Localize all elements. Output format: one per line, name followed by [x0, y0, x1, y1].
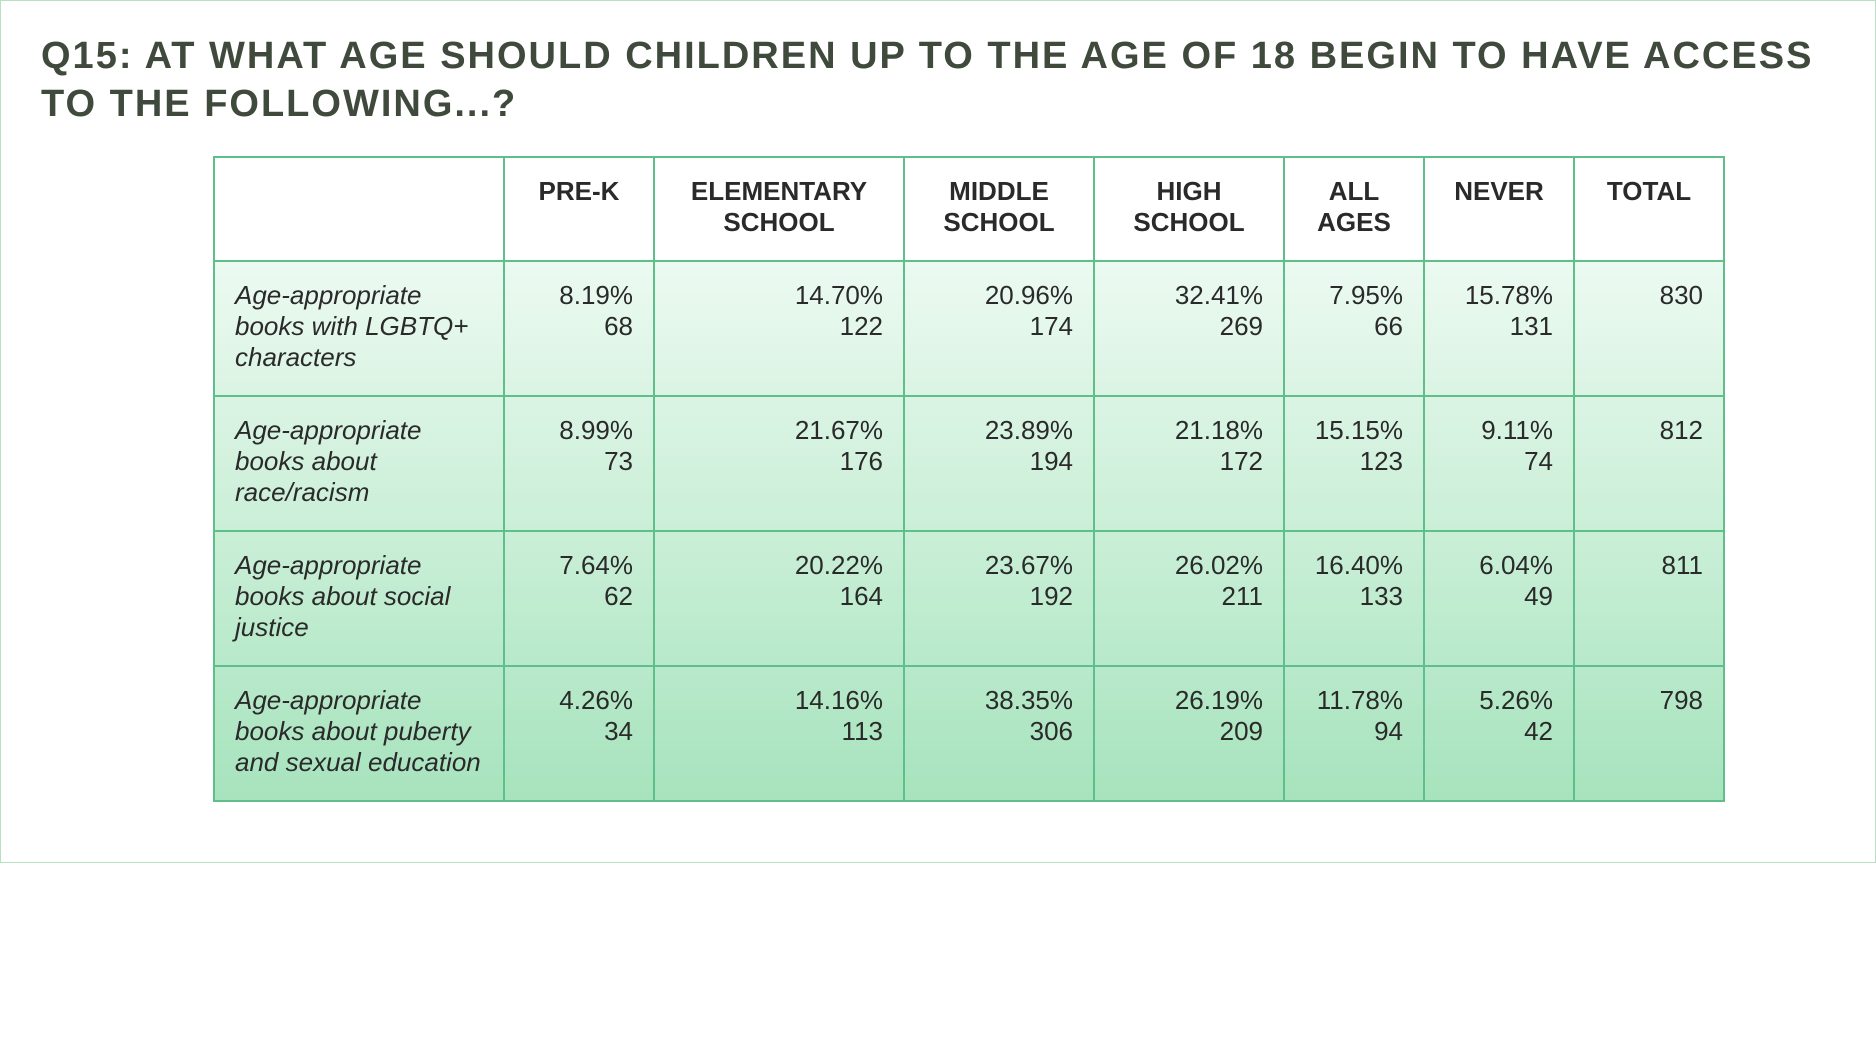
cell-percent: 14.16%: [675, 685, 883, 716]
row-label: Age-appropriate books about social justi…: [214, 531, 504, 666]
data-cell: 7.95%66: [1284, 261, 1424, 396]
cell-percent: 38.35%: [925, 685, 1073, 716]
data-cell: 7.64%62: [504, 531, 654, 666]
cell-count: 164: [675, 581, 883, 612]
table-row: Age-appropriate books about social justi…: [214, 531, 1724, 666]
cell-percent: 7.64%: [525, 550, 633, 581]
data-cell: 32.41%269: [1094, 261, 1284, 396]
question-title: Q15: AT WHAT AGE SHOULD CHILDREN UP TO T…: [41, 33, 1835, 128]
cell-percent: 6.04%: [1445, 550, 1553, 581]
table-row: Age-appropriate books about race/racism8…: [214, 396, 1724, 531]
cell-count: 42: [1445, 716, 1553, 747]
cell-percent: 4.26%: [525, 685, 633, 716]
row-total: 812: [1574, 396, 1724, 531]
table-row: Age-appropriate books about puberty and …: [214, 666, 1724, 801]
cell-percent: 15.15%: [1305, 415, 1403, 446]
data-cell: 20.96%174: [904, 261, 1094, 396]
data-cell: 16.40%133: [1284, 531, 1424, 666]
cell-count: 209: [1115, 716, 1263, 747]
cell-percent: 7.95%: [1305, 280, 1403, 311]
data-cell: 4.26%34: [504, 666, 654, 801]
page: Q15: AT WHAT AGE SHOULD CHILDREN UP TO T…: [0, 0, 1876, 863]
data-cell: 21.67%176: [654, 396, 904, 531]
cell-count: 211: [1115, 581, 1263, 612]
cell-count: 74: [1445, 446, 1553, 477]
data-cell: 8.19%68: [504, 261, 654, 396]
cell-count: 133: [1305, 581, 1403, 612]
row-label: Age-appropriate books about race/racism: [214, 396, 504, 531]
cell-count: 122: [675, 311, 883, 342]
data-cell: 26.19%209: [1094, 666, 1284, 801]
data-cell: 21.18%172: [1094, 396, 1284, 531]
column-header: ALL AGES: [1284, 157, 1424, 261]
cell-count: 73: [525, 446, 633, 477]
row-total: 798: [1574, 666, 1724, 801]
cell-count: 192: [925, 581, 1073, 612]
data-cell: 14.16%113: [654, 666, 904, 801]
cell-count: 176: [675, 446, 883, 477]
table-head: PRE-KELEMENTARY SCHOOLMIDDLE SCHOOLHIGH …: [214, 157, 1724, 261]
cell-count: 174: [925, 311, 1073, 342]
cell-count: 113: [675, 716, 883, 747]
cell-count: 194: [925, 446, 1073, 477]
table-body: Age-appropriate books with LGBTQ+ charac…: [214, 261, 1724, 801]
crosstab-table: PRE-KELEMENTARY SCHOOLMIDDLE SCHOOLHIGH …: [213, 156, 1725, 802]
cell-percent: 21.67%: [675, 415, 883, 446]
cell-percent: 11.78%: [1305, 685, 1403, 716]
column-header: NEVER: [1424, 157, 1574, 261]
data-cell: 15.15%123: [1284, 396, 1424, 531]
cell-percent: 5.26%: [1445, 685, 1553, 716]
data-cell: 20.22%164: [654, 531, 904, 666]
data-cell: 23.67%192: [904, 531, 1094, 666]
column-header: MIDDLE SCHOOL: [904, 157, 1094, 261]
cell-count: 123: [1305, 446, 1403, 477]
cell-count: 34: [525, 716, 633, 747]
cell-percent: 20.96%: [925, 280, 1073, 311]
row-total: 830: [1574, 261, 1724, 396]
cell-percent: 23.89%: [925, 415, 1073, 446]
cell-percent: 15.78%: [1445, 280, 1553, 311]
cell-percent: 8.19%: [525, 280, 633, 311]
cell-count: 306: [925, 716, 1073, 747]
cell-percent: 21.18%: [1115, 415, 1263, 446]
table-row: Age-appropriate books with LGBTQ+ charac…: [214, 261, 1724, 396]
cell-percent: 32.41%: [1115, 280, 1263, 311]
row-label: Age-appropriate books about puberty and …: [214, 666, 504, 801]
cell-percent: 26.02%: [1115, 550, 1263, 581]
cell-count: 66: [1305, 311, 1403, 342]
cell-percent: 14.70%: [675, 280, 883, 311]
cell-count: 62: [525, 581, 633, 612]
cell-percent: 26.19%: [1115, 685, 1263, 716]
cell-count: 131: [1445, 311, 1553, 342]
data-cell: 14.70%122: [654, 261, 904, 396]
cell-percent: 9.11%: [1445, 415, 1553, 446]
cell-percent: 20.22%: [675, 550, 883, 581]
data-cell: 8.99%73: [504, 396, 654, 531]
data-cell: 38.35%306: [904, 666, 1094, 801]
cell-count: 94: [1305, 716, 1403, 747]
cell-count: 68: [525, 311, 633, 342]
data-cell: 5.26%42: [1424, 666, 1574, 801]
column-header: PRE-K: [504, 157, 654, 261]
row-label: Age-appropriate books with LGBTQ+ charac…: [214, 261, 504, 396]
header-row: PRE-KELEMENTARY SCHOOLMIDDLE SCHOOLHIGH …: [214, 157, 1724, 261]
cell-percent: 23.67%: [925, 550, 1073, 581]
data-cell: 11.78%94: [1284, 666, 1424, 801]
data-cell: 9.11%74: [1424, 396, 1574, 531]
cell-percent: 16.40%: [1305, 550, 1403, 581]
row-total: 811: [1574, 531, 1724, 666]
data-cell: 26.02%211: [1094, 531, 1284, 666]
table-wrapper: PRE-KELEMENTARY SCHOOLMIDDLE SCHOOLHIGH …: [213, 156, 1663, 802]
cell-percent: 8.99%: [525, 415, 633, 446]
data-cell: 6.04%49: [1424, 531, 1574, 666]
cell-count: 172: [1115, 446, 1263, 477]
header-blank: [214, 157, 504, 261]
cell-count: 269: [1115, 311, 1263, 342]
data-cell: 15.78%131: [1424, 261, 1574, 396]
column-header: ELEMENTARY SCHOOL: [654, 157, 904, 261]
column-header: TOTAL: [1574, 157, 1724, 261]
data-cell: 23.89%194: [904, 396, 1094, 531]
cell-count: 49: [1445, 581, 1553, 612]
column-header: HIGH SCHOOL: [1094, 157, 1284, 261]
